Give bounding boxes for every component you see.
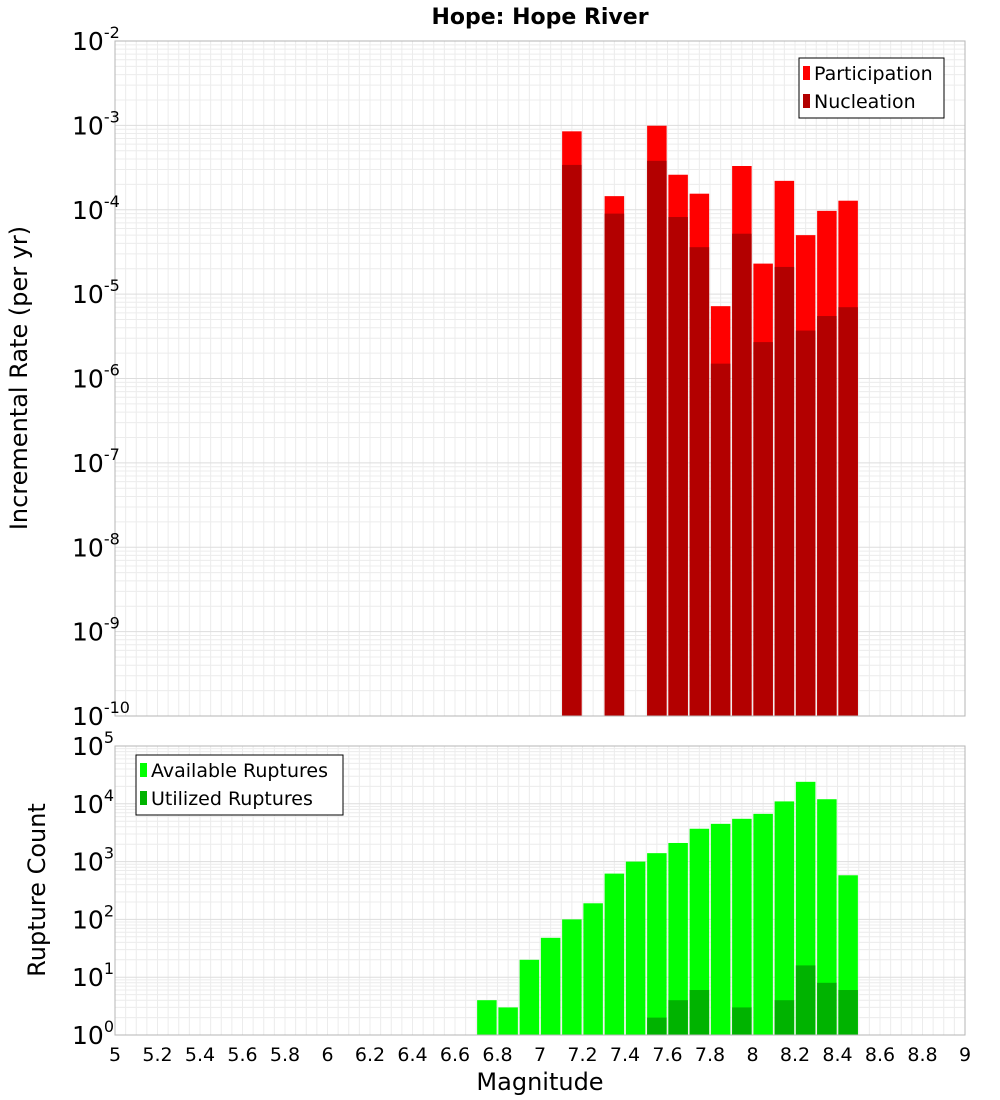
bar bbox=[519, 959, 540, 1035]
y-tick-label: 10-8 bbox=[72, 529, 120, 562]
bar bbox=[774, 801, 795, 1035]
bar bbox=[562, 919, 582, 1035]
y-tick-label: 10-5 bbox=[72, 276, 120, 309]
bar bbox=[795, 965, 816, 1035]
bar bbox=[817, 316, 837, 716]
bar bbox=[732, 818, 752, 1035]
y-axis-label-rate: Incremental Rate (per yr) bbox=[5, 226, 33, 530]
x-tick-label: 6.6 bbox=[440, 1044, 470, 1066]
x-tick-label: 7.4 bbox=[610, 1044, 640, 1066]
x-tick-label: 9 bbox=[959, 1044, 971, 1066]
legend-swatch bbox=[803, 94, 810, 108]
bar bbox=[817, 982, 837, 1035]
bar bbox=[689, 247, 710, 716]
y-tick-label: 10-7 bbox=[72, 445, 120, 478]
rate-panel: 10-10 10-9 10-8 10-7 10-6 10-5 10-4 10-3 10-2 Par… bbox=[72, 23, 966, 731]
x-tick-label: 5 bbox=[109, 1044, 121, 1066]
series-available-ruptures bbox=[477, 781, 858, 1035]
legend-swatch bbox=[140, 763, 147, 777]
legend: Available Ruptures Utilized Ruptures bbox=[135, 754, 344, 816]
x-tick-label: 8.4 bbox=[822, 1044, 852, 1066]
chart-title: Hope: Hope River bbox=[431, 5, 648, 30]
y-tick-label: 10-2 bbox=[72, 23, 120, 56]
bar bbox=[668, 217, 688, 716]
x-tick-label: 6.4 bbox=[397, 1044, 427, 1066]
y-tick-label: 101 bbox=[72, 959, 114, 992]
bar bbox=[583, 903, 603, 1035]
x-tick-label: 8.2 bbox=[780, 1044, 810, 1066]
bar bbox=[838, 990, 858, 1035]
x-tick-label: 7.2 bbox=[567, 1044, 597, 1066]
y-tick-label: 104 bbox=[72, 786, 114, 819]
bar bbox=[732, 1007, 752, 1035]
x-tick-label: 6 bbox=[321, 1044, 333, 1066]
x-tick-label: 8.8 bbox=[907, 1044, 937, 1066]
bar bbox=[562, 164, 582, 716]
y-tick-label: 102 bbox=[72, 901, 114, 934]
y-tick-label: 10-4 bbox=[72, 192, 120, 225]
legend-swatch bbox=[803, 66, 810, 80]
series-utilized-ruptures bbox=[647, 965, 858, 1035]
x-tick-label: 5.4 bbox=[185, 1044, 215, 1066]
bar bbox=[774, 1000, 795, 1035]
bar bbox=[753, 813, 773, 1035]
legend-box bbox=[798, 57, 945, 119]
bar bbox=[647, 160, 667, 717]
grid bbox=[114, 41, 966, 717]
plot-frame bbox=[114, 745, 966, 1036]
legend-swatch bbox=[140, 791, 147, 805]
x-tick-label: 5.2 bbox=[142, 1044, 172, 1066]
legend: Participation Nucleation bbox=[798, 57, 945, 119]
bar bbox=[498, 1007, 518, 1035]
legend-entry: Available Ruptures bbox=[151, 760, 328, 782]
bar bbox=[838, 307, 858, 716]
bar bbox=[604, 213, 625, 717]
series-nucleation bbox=[562, 160, 858, 717]
bar bbox=[753, 342, 773, 716]
bar bbox=[817, 799, 837, 1035]
x-tick-label: 6.8 bbox=[482, 1044, 512, 1066]
x-tick-label: 7.8 bbox=[695, 1044, 725, 1066]
y-tick-label: 103 bbox=[72, 844, 114, 877]
bar bbox=[647, 1017, 667, 1035]
x-tick-label: 6.2 bbox=[355, 1044, 385, 1066]
bar bbox=[668, 842, 688, 1035]
y-tick-label: 10-3 bbox=[72, 107, 120, 140]
legend-box bbox=[135, 754, 344, 816]
x-tick-label: 8 bbox=[746, 1044, 758, 1066]
y-tick-label: 10-9 bbox=[72, 614, 120, 647]
legend-entry: Participation bbox=[814, 63, 933, 85]
x-tick-label: 5.6 bbox=[227, 1044, 257, 1066]
bar bbox=[774, 266, 795, 716]
bar bbox=[625, 861, 646, 1035]
bar bbox=[604, 873, 625, 1035]
bar bbox=[647, 853, 667, 1035]
bar bbox=[668, 1000, 688, 1035]
bar bbox=[477, 1000, 497, 1035]
y-axis-label-count: Rupture Count bbox=[23, 803, 51, 977]
count-panel: 100 101 102 103 104 105 5 5.2 5.4 5.6 5.8 6 6.2 6.4 6.… bbox=[72, 728, 971, 1066]
bar bbox=[689, 990, 710, 1035]
bar bbox=[689, 828, 710, 1035]
legend-entry: Utilized Ruptures bbox=[151, 788, 313, 810]
x-tick-label: 8.6 bbox=[865, 1044, 895, 1066]
bar bbox=[710, 363, 731, 716]
legend-entry: Nucleation bbox=[814, 91, 916, 113]
x-axis-label: Magnitude bbox=[476, 1068, 603, 1096]
bar bbox=[540, 937, 561, 1035]
x-tick-label: 7 bbox=[534, 1044, 546, 1066]
bar bbox=[732, 233, 752, 716]
y-tick-label: 100 bbox=[72, 1017, 114, 1050]
x-tick-label: 7.6 bbox=[652, 1044, 682, 1066]
bar bbox=[795, 330, 816, 716]
plot-frame bbox=[114, 40, 966, 717]
x-tick-label: 5.8 bbox=[270, 1044, 300, 1066]
y-tick-label: 105 bbox=[72, 728, 114, 761]
y-tick-label: 10-10 bbox=[72, 698, 130, 731]
bar bbox=[710, 823, 731, 1035]
y-tick-label: 10-6 bbox=[72, 361, 120, 394]
